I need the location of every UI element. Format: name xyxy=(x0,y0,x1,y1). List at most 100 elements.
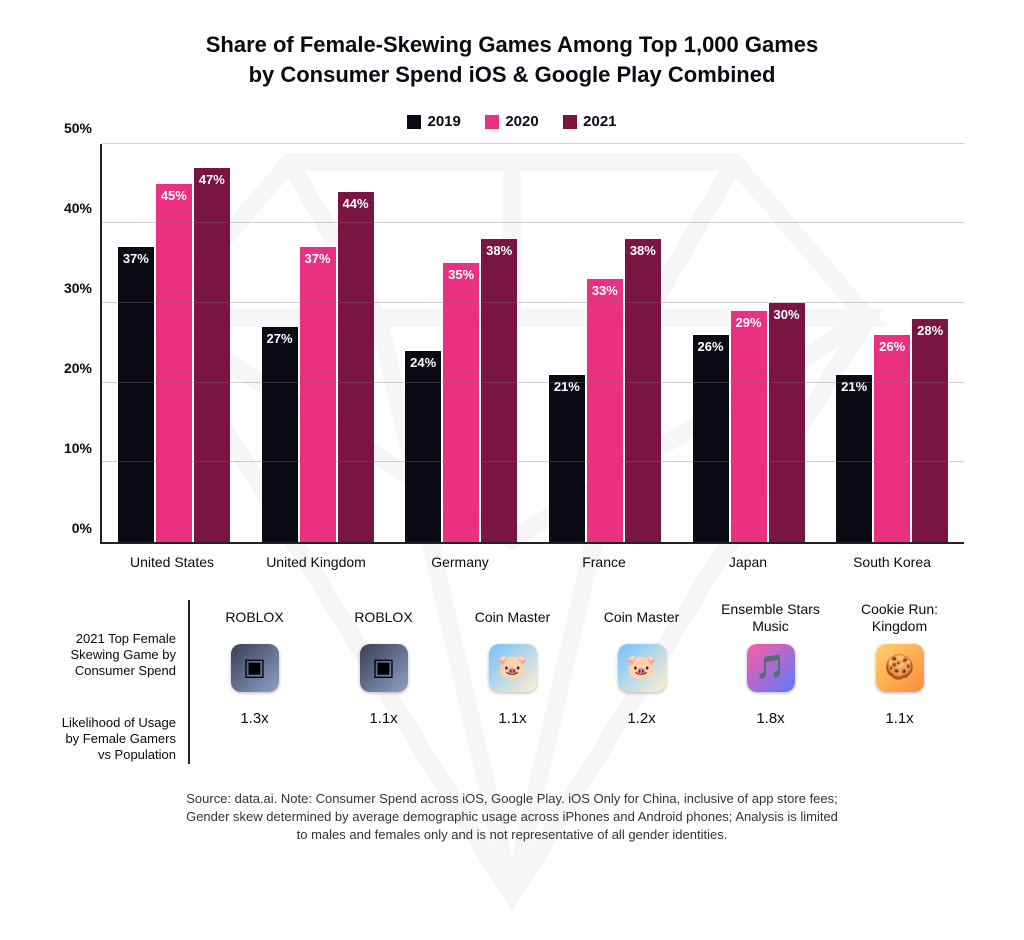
game-name: Ensemble Stars Music xyxy=(706,600,835,636)
gridline xyxy=(102,302,964,303)
bar-value-label: 26% xyxy=(874,339,910,354)
bar-value-label: 38% xyxy=(481,243,517,258)
y-tick-label: 30% xyxy=(64,280,92,296)
bar-value-label: 33% xyxy=(587,283,623,298)
table-column: Coin Master 🐷 1.1x xyxy=(448,600,577,764)
bar-value-label: 26% xyxy=(693,339,729,354)
legend: 2019 2020 2021 xyxy=(50,113,974,134)
row-header-game: 2021 Top Female Skewing Game by Consumer… xyxy=(50,600,176,710)
y-tick-label: 40% xyxy=(64,200,92,216)
bar-value-label: 37% xyxy=(300,251,336,266)
bar-value-label: 35% xyxy=(443,267,479,282)
game-name: Coin Master xyxy=(604,600,679,636)
bar-value-label: 45% xyxy=(156,188,192,203)
x-axis-label: United Kingdom xyxy=(244,554,388,570)
y-tick-label: 0% xyxy=(72,520,92,536)
game-icon: 🎵 xyxy=(747,644,795,692)
bar-value-label: 47% xyxy=(194,172,230,187)
game-name: ROBLOX xyxy=(225,600,283,636)
game-icon: ▣ xyxy=(231,644,279,692)
x-axis-label: South Korea xyxy=(820,554,964,570)
bar-value-label: 44% xyxy=(338,196,374,211)
bar-group: 27% 37% 44% xyxy=(246,144,390,542)
bar-group: 21% 33% 38% xyxy=(533,144,677,542)
table-row-headers: 2021 Top Female Skewing Game by Consumer… xyxy=(50,600,190,764)
x-axis-labels: United StatesUnited KingdomGermanyFrance… xyxy=(100,554,964,570)
bar: 37% xyxy=(118,247,154,542)
game-name: ROBLOX xyxy=(354,600,412,636)
gridline xyxy=(102,461,964,462)
bar-value-label: 29% xyxy=(731,315,767,330)
bar: 28% xyxy=(912,319,948,542)
legend-label-2019: 2019 xyxy=(427,113,460,130)
y-tick-label: 20% xyxy=(64,360,92,376)
legend-item-2021: 2021 xyxy=(563,113,616,130)
bar: 44% xyxy=(338,192,374,542)
bar-value-label: 37% xyxy=(118,251,154,266)
table-column: Cookie Run: Kingdom🍪1.1x xyxy=(835,600,964,764)
table-column: ROBLOX ▣ 1.3x xyxy=(190,600,319,764)
source-note: Source: data.ai. Note: Consumer Spend ac… xyxy=(50,790,974,845)
game-icon: 🐷 xyxy=(618,644,666,692)
x-axis-label: France xyxy=(532,554,676,570)
bar-value-label: 24% xyxy=(405,355,441,370)
table-columns: ROBLOX▣1.3xROBLOX▣1.1xCoin Master🐷1.1xCo… xyxy=(190,600,964,764)
x-axis-label: United States xyxy=(100,554,244,570)
bar: 21% xyxy=(549,375,585,542)
bar-group: 26%29%30% xyxy=(677,144,821,542)
likelihood-value: 1.2x xyxy=(627,710,655,727)
x-axis-label: Germany xyxy=(388,554,532,570)
bar: 37% xyxy=(300,247,336,542)
table-column: ROBLOX ▣ 1.1x xyxy=(319,600,448,764)
table-column: Ensemble Stars Music🎵1.8x xyxy=(706,600,835,764)
game-icon: ▣ xyxy=(360,644,408,692)
gridline xyxy=(102,222,964,223)
bar-group: 37% 45%47% xyxy=(102,144,246,542)
bar: 26% xyxy=(693,335,729,542)
bar: 35% xyxy=(443,263,479,542)
bar-value-label: 28% xyxy=(912,323,948,338)
bar: 45% xyxy=(156,184,192,542)
y-tick-label: 50% xyxy=(64,120,92,136)
legend-item-2020: 2020 xyxy=(485,113,538,130)
likelihood-value: 1.1x xyxy=(498,710,526,727)
bar-value-label: 30% xyxy=(769,307,805,322)
x-axis-label: Japan xyxy=(676,554,820,570)
y-tick-label: 10% xyxy=(64,440,92,456)
source-line-2: Gender skew determined by average demogr… xyxy=(186,809,838,824)
chart-title: Share of Female-Skewing Games Among Top … xyxy=(50,30,974,89)
gridline xyxy=(102,382,964,383)
bar-group: 24% 35%38% xyxy=(389,144,533,542)
legend-swatch-2021 xyxy=(563,115,577,129)
bar: 30% xyxy=(769,303,805,542)
bar: 38% xyxy=(481,239,517,541)
bar-value-label: 27% xyxy=(262,331,298,346)
y-axis: 0%10%20%30%40%50% xyxy=(50,144,100,544)
likelihood-value: 1.1x xyxy=(885,710,913,727)
bar-group: 21% 26%28% xyxy=(820,144,964,542)
row-header-likelihood: Likelihood of Usage by Female Gamers vs … xyxy=(50,714,176,764)
bar: 33% xyxy=(587,279,623,542)
likelihood-value: 1.1x xyxy=(369,710,397,727)
legend-label-2021: 2021 xyxy=(583,113,616,130)
legend-label-2020: 2020 xyxy=(505,113,538,130)
gridline xyxy=(102,143,964,144)
game-name: Coin Master xyxy=(475,600,550,636)
bar: 29% xyxy=(731,311,767,542)
likelihood-value: 1.3x xyxy=(240,710,268,727)
chart-plot-area: 0%10%20%30%40%50% 37%45%47%27%37%44%24%3… xyxy=(100,144,964,544)
game-icon: 🐷 xyxy=(489,644,537,692)
game-icon: 🍪 xyxy=(876,644,924,692)
source-line-3: to males and females only and is not rep… xyxy=(297,827,728,842)
bar: 21% xyxy=(836,375,872,542)
legend-swatch-2020 xyxy=(485,115,499,129)
bar-groups: 37%45%47%27%37%44%24%35%38%21%33%38%26%2… xyxy=(102,144,964,542)
plot: 37%45%47%27%37%44%24%35%38%21%33%38%26%2… xyxy=(100,144,964,544)
legend-item-2019: 2019 xyxy=(407,113,460,130)
bar: 47% xyxy=(194,168,230,542)
chart-container: Share of Female-Skewing Games Among Top … xyxy=(0,0,1024,864)
table-area: 2021 Top Female Skewing Game by Consumer… xyxy=(50,600,974,764)
bar-value-label: 38% xyxy=(625,243,661,258)
title-line-2: by Consumer Spend iOS & Google Play Comb… xyxy=(249,62,776,87)
bar: 26% xyxy=(874,335,910,542)
